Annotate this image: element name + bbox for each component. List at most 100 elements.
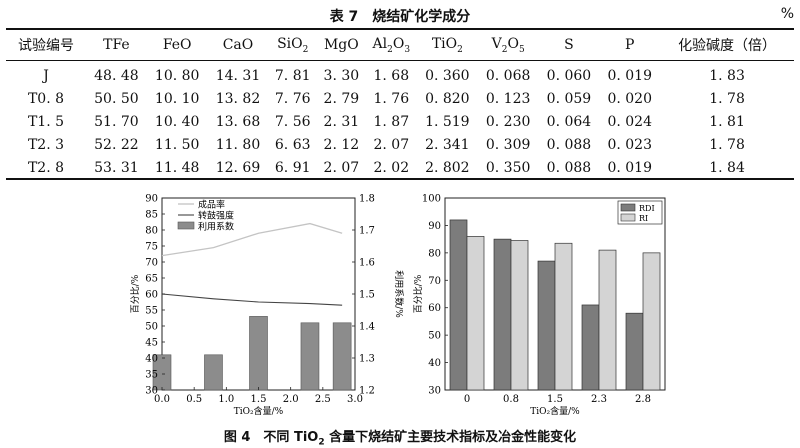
header-sub: 2: [501, 44, 508, 55]
table-cell: 6. 63: [274, 136, 311, 153]
figure-caption-prefix: 图 4 不同 TiO: [223, 430, 319, 445]
y-tick-label: 70: [145, 258, 158, 269]
header-base: V: [491, 35, 502, 52]
header-base2: O: [392, 35, 405, 52]
table-top-rule: [6, 28, 794, 30]
table-body: J 48. 48 10. 80 14. 31 7. 81 3. 30 1. 68 0. 360…: [6, 58, 794, 179]
y-tick-label: 100: [422, 194, 441, 205]
table-cell: 1. 78: [709, 136, 745, 153]
y-tick-label: 65: [145, 274, 158, 285]
table-header-cell: 化验碱度（倍）: [660, 32, 794, 58]
y-tick-label: 30: [145, 386, 158, 397]
table-header-cell: CaO: [208, 32, 269, 58]
metallurgical-property-chart: 0 0.8 1.5 2.3 2.8 30 40 50 60 70 80 90 100 TiO₂含量/% 百分…: [412, 194, 666, 417]
x-tick-label: 3.0: [347, 394, 363, 405]
table-cell: 1. 76: [373, 90, 410, 107]
rdi-bar: [449, 219, 468, 391]
header-text: S: [564, 37, 574, 53]
legend-label: RI: [639, 214, 648, 223]
table-cell: 0. 360: [425, 67, 470, 84]
table-cell: 12. 69: [215, 159, 261, 176]
legend-label: 利用系数: [198, 221, 234, 233]
legend-swatch-utilization: [177, 221, 195, 230]
header-base: SiO: [277, 35, 303, 52]
x-axis-label: TiO₂含量/%: [234, 405, 284, 417]
x-tick-label: 1.0: [218, 394, 234, 405]
table-header-cell: SiO2: [268, 32, 317, 58]
y-tick-label: 50: [428, 331, 441, 342]
table-cell: 2. 02: [373, 159, 410, 176]
header-text: TFe: [103, 37, 130, 53]
table-cell: 1. 87: [373, 113, 410, 130]
x-tick-label: 1.5: [251, 394, 267, 405]
x-tick-label: 2.0: [283, 394, 299, 405]
table-header-cell: Al2O3: [366, 32, 417, 58]
sinter-index-chart: 30 35 40 45 50 55 60 65 70 75 80 85 90 1.2 1.3 1.4 1.5 1.…: [129, 194, 405, 418]
table-cell: 53. 31: [94, 159, 139, 176]
header-text: CaO: [222, 37, 254, 53]
table-cell: 2. 12: [323, 136, 360, 153]
table-cell: 51. 70: [94, 113, 139, 130]
table-cell: 14. 31: [215, 67, 261, 84]
ri-bar: [598, 249, 617, 391]
figure-caption-suffix: 含量下烧结矿主要技术指标及冶金性能变化: [324, 430, 577, 445]
table-cell: 0. 350: [485, 159, 531, 176]
utilization-bar: [249, 316, 268, 391]
header-sub: 2: [302, 44, 309, 55]
table-cell: 0. 019: [607, 159, 652, 176]
table-cell: 13. 68: [215, 113, 261, 130]
table-cell: 50. 50: [94, 90, 139, 107]
table-cell: 0. 230: [485, 113, 531, 130]
table-cell: 2. 07: [373, 136, 410, 153]
y-tick-label: 30: [428, 386, 441, 397]
x-tick-label: 2.5: [315, 394, 331, 405]
legend-label: 转鼓强度: [198, 210, 234, 222]
y-tick-label: 50: [145, 322, 158, 333]
header-text: 试验编号: [18, 38, 74, 54]
table-cell: 0. 064: [546, 113, 592, 130]
y-tick-label: 80: [145, 226, 158, 237]
table-cell: 0. 068: [485, 67, 531, 84]
table-cell: 2. 802: [425, 159, 470, 176]
table-row: J 48. 48 10. 80 14. 31 7. 81 3. 30 1. 68 0. 360…: [6, 58, 794, 87]
rdi-bar: [625, 312, 644, 391]
y-axis-label: 百分比/%: [412, 274, 424, 313]
y-tick-label: 45: [145, 338, 158, 349]
table-header-cell: MgO: [317, 32, 366, 58]
table-cell: 0. 023: [607, 136, 652, 153]
table-cell: 52. 22: [94, 136, 139, 153]
y2-tick-label: 1.3: [359, 354, 375, 365]
table-cell: 0. 123: [485, 90, 531, 107]
table-cell: 7. 81: [274, 67, 311, 84]
table-cell: 0. 020: [607, 90, 652, 107]
table-cell: T0. 8: [27, 90, 65, 107]
table-cell: 7. 56: [274, 113, 311, 130]
table-cell: 3. 30: [323, 67, 360, 84]
table-cell: 1. 78: [709, 90, 745, 107]
table-header-cell: 试验编号: [6, 32, 86, 58]
table-cell: 0. 059: [546, 90, 592, 107]
utilization-bar: [300, 322, 320, 391]
table-row: T2. 3 52. 22 11. 50 11. 80 6. 63 2. 12 2. 07 2.…: [6, 133, 794, 156]
table-cell: 11. 50: [154, 136, 200, 153]
figure-caption: 图 4 不同 TiO2 含量下烧结矿主要技术指标及冶金性能变化: [0, 426, 800, 448]
table-cell: 1. 84: [709, 159, 745, 176]
y-tick-label: 75: [145, 242, 158, 253]
table-cell: 10. 40: [154, 113, 200, 130]
x-axis-label: TiO₂含量/%: [530, 405, 580, 417]
table-cell: T1. 5: [27, 113, 65, 130]
table-unit: %: [780, 6, 794, 22]
table-header-cell: TiO2: [417, 32, 478, 58]
y-tick-label: 90: [428, 221, 441, 232]
header-text: MgO: [323, 37, 359, 53]
y-tick-label: 40: [428, 358, 441, 369]
y-axis-label: 百分比/%: [129, 274, 141, 313]
header-text: FeO: [162, 37, 192, 53]
x-tick-label: 2.3: [591, 394, 607, 405]
y2-tick-label: 1.5: [359, 290, 375, 301]
table-cell: 13. 82: [215, 90, 261, 107]
y2-axis-label: 利用系数/%: [393, 270, 405, 318]
header-base2: O: [507, 35, 519, 52]
header-base: Al: [372, 35, 388, 52]
ri-bar: [510, 240, 529, 391]
